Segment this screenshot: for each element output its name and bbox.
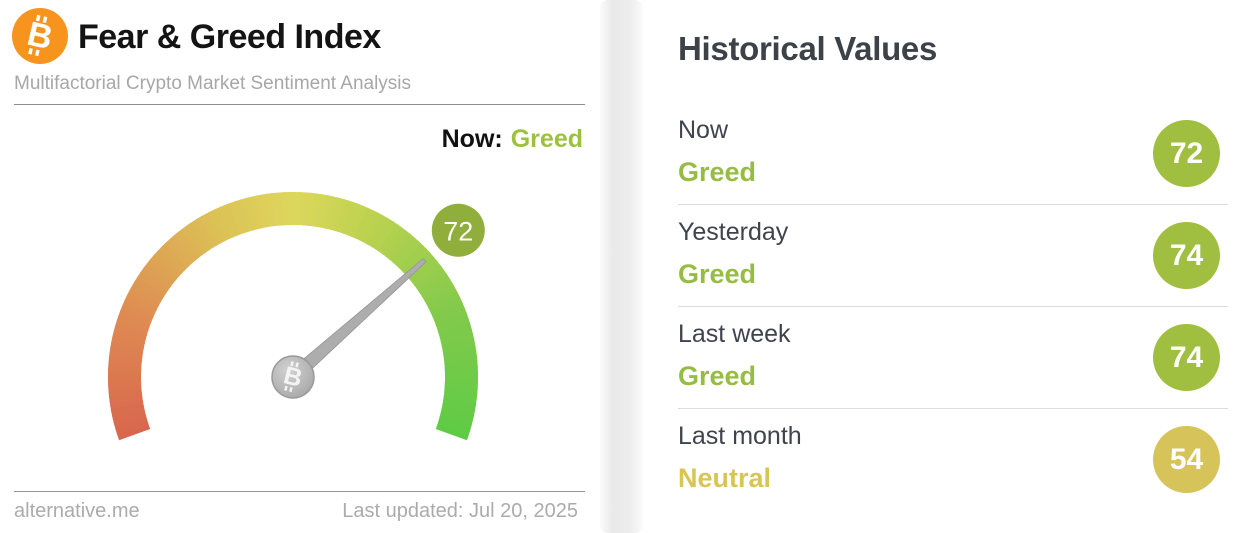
value-badge: 74 — [1153, 222, 1220, 289]
historical-values-title: Historical Values — [678, 30, 938, 67]
page-subtitle: Multifactorial Crypto Market Sentiment A… — [14, 73, 412, 94]
panel-divider — [600, 0, 643, 533]
footer-divider — [14, 491, 585, 492]
header-divider — [14, 104, 585, 105]
gauge-chart: B 72 — [107, 192, 485, 441]
historical-row: Now Greed 72 — [678, 103, 1228, 205]
historical-row: Yesterday Greed 74 — [678, 205, 1228, 307]
svg-text:72: 72 — [443, 216, 473, 246]
gauge-needle — [287, 257, 427, 383]
gauge-value-badge: 72 — [431, 203, 485, 257]
value-badge: 72 — [1153, 120, 1220, 187]
historical-values-list: Now Greed 72 Yesterday Greed 74 Last week Greed… — [678, 103, 1228, 511]
bitcoin-hub-icon: B — [281, 361, 305, 393]
bitcoin-icon: B — [12, 8, 68, 64]
historical-values-panel: Historical Values Now Greed 72 Yesterday Gre… — [643, 0, 1246, 533]
fear-greed-card: B Fear & Greed Index Multifactorial Cryp… — [0, 0, 600, 533]
last-updated-text: Last updated: Jul 20, 2025 — [342, 500, 578, 522]
period-label: Now — [678, 116, 729, 144]
period-label: Last week — [678, 320, 791, 348]
sentiment-label: Neutral — [678, 463, 772, 493]
svg-text:B: B — [281, 361, 305, 393]
period-label: Last month — [678, 422, 802, 450]
current-sentiment-line: Now: Greed — [442, 125, 583, 154]
gauge-hub: B — [271, 355, 315, 399]
value-badge: 54 — [1153, 426, 1220, 493]
now-sentiment: Greed — [510, 125, 583, 153]
footer-site-link[interactable]: alternative.me — [14, 500, 140, 522]
sentiment-label: Greed — [678, 259, 757, 289]
value-badge: 74 — [1153, 324, 1220, 391]
historical-row: Last month Neutral 54 — [678, 409, 1228, 511]
gauge-arc — [107, 192, 479, 441]
period-label: Yesterday — [678, 218, 789, 246]
sentiment-label: Greed — [678, 157, 757, 187]
page-title: Fear & Greed Index — [78, 18, 381, 56]
historical-row: Last week Greed 74 — [678, 307, 1228, 409]
now-label: Now: — [441, 125, 503, 153]
sentiment-label: Greed — [678, 361, 757, 391]
